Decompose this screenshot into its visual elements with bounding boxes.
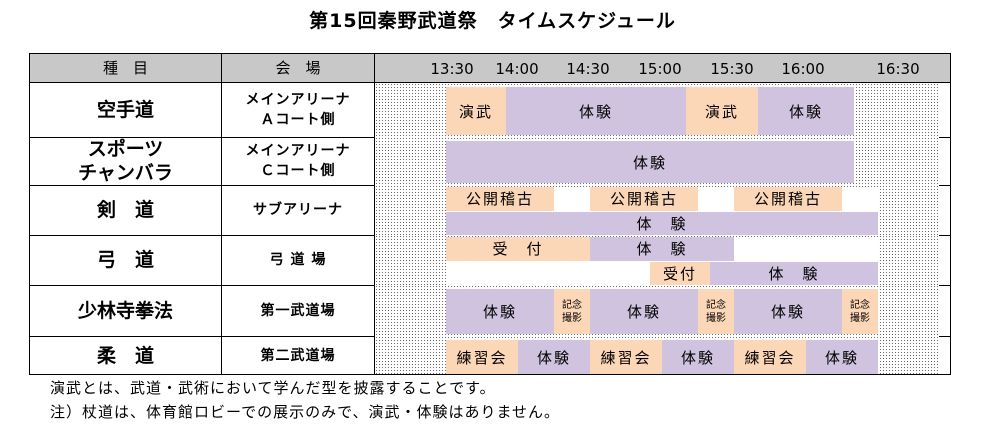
header-time-1430: 14:30 <box>566 60 610 78</box>
column-divider <box>221 54 222 374</box>
header-time-1600: 16:00 <box>781 60 825 78</box>
venue-label: Ｃコート側 <box>260 163 336 179</box>
event-label: 少林寺拳法 <box>77 299 173 322</box>
schedule-block: 体 験 <box>710 261 878 285</box>
page-title: 第15回秦野武道祭 タイムスケジュール <box>309 10 676 32</box>
schedule-block: 体験 <box>506 87 686 135</box>
schedule-block: 公開稽古 <box>446 187 554 211</box>
schedule-block: 公開稽古 <box>590 187 698 211</box>
schedule-block: 体験 <box>446 141 854 183</box>
event-label: 空手道 <box>96 99 154 121</box>
row-venue: 第一武道場 <box>222 285 374 336</box>
table-header: 種 目 会 場 13:30 14:00 14:30 15:00 15:30 16:00 16… <box>30 54 950 83</box>
schedule-block <box>698 187 734 211</box>
schedule-block: 体 験 <box>446 211 878 235</box>
schedule-block <box>734 237 878 261</box>
block-label: 記念 <box>850 299 870 311</box>
schedule-block: 体験 <box>662 340 734 374</box>
schedule-block <box>842 187 878 211</box>
block-label: 記念 <box>706 299 726 311</box>
block-label: 撮影 <box>850 312 870 324</box>
header-time-1400: 14:00 <box>495 60 539 78</box>
venue-label: メインアリーナ <box>245 92 351 108</box>
schedule-block: 受付 <box>650 261 710 285</box>
venue-label: 弓 道 場 <box>269 252 327 268</box>
row-event: スポーツ チャンバラ <box>30 137 221 185</box>
venue-label: 第一武道場 <box>260 302 336 319</box>
schedule-block: 体験 <box>758 87 854 135</box>
header-time-1500: 15:00 <box>638 60 682 78</box>
schedule-block <box>446 261 650 285</box>
event-label: 剣 道 <box>96 199 154 221</box>
row-event: 剣 道 <box>30 185 221 235</box>
column-divider <box>374 54 375 374</box>
row-venue: 第二武道場 <box>222 336 374 374</box>
block-label: 記念 <box>562 299 582 311</box>
row-event: 弓 道 <box>30 235 221 285</box>
schedule-block: 練習会 <box>446 340 518 374</box>
event-label: 弓 道 <box>96 249 154 271</box>
header-venue: 会 場 <box>275 59 321 77</box>
row-event: 柔 道 <box>30 336 221 374</box>
block-label: 撮影 <box>562 312 582 324</box>
header-time-1330: 13:30 <box>430 60 474 78</box>
schedule-block: 記念 撮影 <box>698 289 734 334</box>
schedule-block <box>554 187 590 211</box>
event-label: スポーツ <box>87 138 164 160</box>
schedule-block: 体験 <box>590 289 698 334</box>
note-enbu: 演武とは、武道・武術において学んだ型を披露することです。 <box>50 379 496 397</box>
row-event: 空手道 <box>30 83 221 137</box>
schedule-block: 体験 <box>518 340 590 374</box>
venue-label: Ａコート側 <box>260 112 336 128</box>
schedule-block: 演武 <box>686 87 758 135</box>
venue-label: メインアリーナ <box>245 143 351 159</box>
schedule-block: 公開稽古 <box>734 187 842 211</box>
event-label: チャンバラ <box>78 162 173 184</box>
venue-label: サブアリーナ <box>253 202 343 218</box>
schedule-block: 体験 <box>446 289 554 334</box>
schedule-block: 体験 <box>734 289 842 334</box>
schedule-block: 練習会 <box>590 340 662 374</box>
header-time-1630: 16:30 <box>876 60 920 78</box>
venue-label: 第二武道場 <box>260 348 336 364</box>
note-jodo: 注）杖道は、体育館ロビーでの展示のみで、演武・体験はありません。 <box>50 403 561 421</box>
schedule-block: 記念 撮影 <box>842 289 878 334</box>
row-venue: サブアリーナ <box>222 185 374 235</box>
schedule-table: 種 目 会 場 13:30 14:00 14:30 15:00 15:30 16:00 16… <box>29 53 951 375</box>
row-venue: メインアリーナ Ｃコート側 <box>222 137 374 185</box>
block-label: 撮影 <box>706 312 726 324</box>
header-event: 種 目 <box>102 59 148 77</box>
row-event: 少林寺拳法 <box>30 285 221 336</box>
row-venue: メインアリーナ Ａコート側 <box>222 83 374 137</box>
event-label: 柔 道 <box>96 345 154 367</box>
schedule-block: 体験 <box>806 340 878 374</box>
schedule-block: 記念 撮影 <box>554 289 590 334</box>
header-time-1530: 15:30 <box>710 60 754 78</box>
schedule-block: 演武 <box>446 87 506 135</box>
schedule-block: 受 付 <box>446 237 590 261</box>
schedule-block: 体 験 <box>590 237 734 261</box>
schedule-block: 練習会 <box>734 340 806 374</box>
row-venue: 弓 道 場 <box>222 235 374 285</box>
